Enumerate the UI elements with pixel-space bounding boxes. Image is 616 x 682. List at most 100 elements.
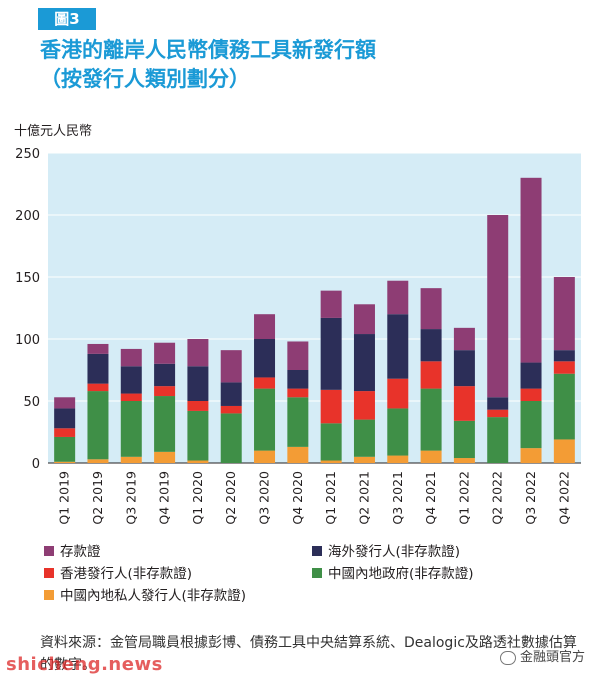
bar-segment [353,334,375,392]
x-tick-label: Q2 2021 [356,471,371,525]
bar-segment [387,314,409,379]
legend-item-certificates-of-deposit: 存款證 [44,542,101,562]
bar-segment [520,401,542,449]
watermark-account-label: 金融頭官方 [520,650,586,665]
source-note: 資料來源：金管局職員根據彭博、債務工具中央結算系統、Dealogic及路透社數據… [40,635,577,673]
legend-item-hk-issuers: 香港發行人(非存款證) [44,564,192,584]
bar-segment [453,458,475,463]
bar-segment [453,386,475,421]
bar-segment [120,366,142,394]
bar-segment [320,460,342,463]
bar-segment [387,408,409,456]
bar-segment [54,408,76,429]
x-tick-label: Q3 2021 [390,471,405,525]
bar-segment [487,409,509,418]
bar-segment [420,388,442,451]
bar-segment [187,401,209,411]
x-tick-label: Q4 2020 [290,471,305,525]
legend-label: 中國內地私人發行人(非存款證) [60,588,247,604]
bar-segment [154,451,176,463]
bar-segment [453,350,475,387]
bar-segment [287,341,309,370]
bar-segment [387,378,409,409]
x-tick-label: Q3 2020 [257,471,272,525]
x-tick-label: Q1 2019 [57,471,72,525]
bar-segment [54,461,76,463]
bar-segment [220,413,242,463]
bar-segment [254,388,276,451]
bar-segment [220,382,242,406]
y-axis-unit-label: 十億元人民幣 [14,124,93,139]
bar-segment [420,450,442,463]
y-tick-label: 50 [23,395,40,410]
bar-segment [453,327,475,351]
x-tick-label: Q4 2022 [556,471,571,525]
bar-segment [420,361,442,389]
bar-segment [320,290,342,318]
bar-segment [287,370,309,389]
bar-segment [220,350,242,383]
bar-segment [353,304,375,335]
bar-segment [154,342,176,364]
bar-segment [420,288,442,330]
bar-segment [120,456,142,463]
wechat-icon [500,650,516,665]
chart-title: 香港的離岸人民幣債務工具新發行額 （按發行人類別劃分） [40,36,376,94]
legend-swatch [44,546,54,556]
bar-segment [54,397,76,409]
bar-segment [320,423,342,461]
bar-segment [553,439,575,463]
bar-segment [553,361,575,374]
bar-segment [87,383,109,392]
x-tick-label: Q1 2022 [456,471,471,525]
bar-segment [353,419,375,457]
bar-segment [220,405,242,414]
x-tick-label: Q3 2019 [123,471,138,525]
bar-segment [453,420,475,459]
legend-item-mainland-government: 中國內地政府(非存款證) [312,564,474,584]
x-tick-label: Q2 2022 [490,471,505,525]
y-tick-label: 250 [15,147,40,162]
bar-segment [120,348,142,367]
x-tick-label: Q3 2022 [523,471,538,525]
legend-swatch [312,546,322,556]
y-tick-label: 0 [32,457,40,472]
bar-segment [353,456,375,463]
bar-segment [353,391,375,420]
bar-segment [87,343,109,354]
bar-segment [487,215,509,398]
bar-segment [320,317,342,390]
bar-segment [520,362,542,389]
watermark-text: shicheng.news [6,654,163,675]
bar-segment [187,339,209,367]
y-tick-label: 200 [15,209,40,224]
x-tick-label: Q1 2020 [190,471,205,525]
bar-segment [287,397,309,447]
watermark-account: 金融頭官方 [500,646,585,665]
bar-segment [254,377,276,389]
legend-swatch [44,568,54,578]
bar-segment [154,386,176,397]
bar-segment [487,417,509,463]
bar-segment [387,280,409,315]
bar-segment [553,277,575,351]
bar-segment [120,401,142,457]
bar-segment [553,350,575,362]
bar-segment [187,460,209,463]
x-tick-label: Q4 2019 [157,471,172,525]
bar-segment [120,393,142,401]
bar-segment [287,388,309,398]
bar-segment [520,177,542,363]
legend-label: 中國內地政府(非存款證) [328,566,474,582]
legend-label: 存款證 [60,544,101,560]
bar-segment [287,446,309,463]
x-tick-label: Q1 2021 [323,471,338,525]
x-tick-label: Q2 2019 [90,471,105,525]
y-tick-label: 150 [15,271,40,286]
bar-segment [520,448,542,463]
stacked-bar-chart: 0 50 100 150 200 250 Q1 2019 Q2 2019 Q3 2019 Q4 2… [15,147,581,525]
bar-segment [320,389,342,424]
legend-label: 海外發行人(非存款證) [328,544,461,560]
bar-segment [154,363,176,387]
bar-segment [154,396,176,452]
